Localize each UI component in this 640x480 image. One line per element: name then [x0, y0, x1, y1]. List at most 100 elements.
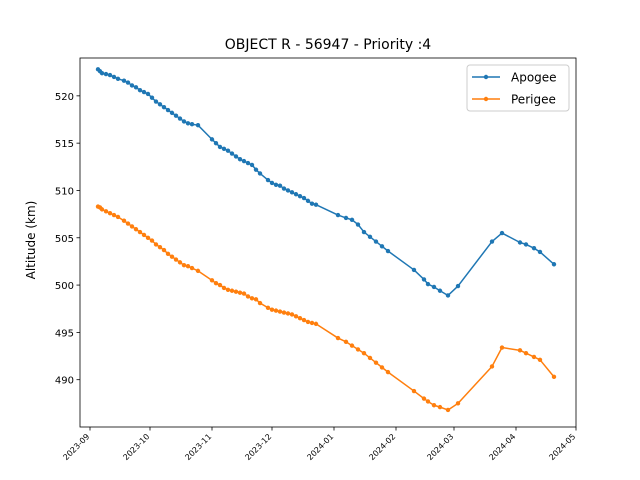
y-tick-label: 505 [55, 234, 74, 245]
apogee-data-point [233, 154, 239, 159]
apogee-data-point [379, 244, 385, 249]
apogee-data-point [421, 277, 427, 282]
chart-title: OBJECT R - 56947 - Priority :4 [225, 37, 432, 53]
apogee-data-point [265, 177, 271, 183]
perigee-data-point [301, 317, 307, 323]
apogee-data-point [489, 239, 495, 244]
y-tick-label: 495 [55, 328, 74, 339]
perigee-data-point [137, 229, 143, 235]
perigee-data-point [125, 221, 131, 226]
y-tick-label: 515 [55, 139, 74, 150]
apogee-data-point [209, 137, 215, 142]
perigee-legend-marker [483, 96, 489, 102]
apogee-data-point [257, 171, 263, 176]
apogee-data-point [281, 186, 287, 191]
apogee-data-point [129, 83, 135, 88]
perigee-data-point [355, 347, 361, 352]
apogee-data-point [169, 110, 175, 116]
perigee-data-point [245, 294, 251, 299]
perigee-data-point [551, 374, 557, 380]
perigee-data-point [103, 209, 109, 214]
apogee-data-point [313, 202, 319, 207]
perigee-data-point [133, 227, 139, 232]
apogee-data-point [297, 193, 303, 199]
apogee-data-point [237, 157, 243, 162]
apogee-data-point [115, 76, 121, 82]
perigee-data-point [437, 404, 443, 410]
perigee-data-point [285, 311, 291, 316]
apogee-data-point [217, 144, 223, 150]
apogee-data-point [517, 240, 523, 245]
perigee-data-point [309, 320, 315, 326]
perigee-data-point [373, 360, 379, 365]
y-axis-label: Altitude (km) [24, 201, 38, 280]
perigee-data-point [121, 218, 127, 223]
perigee-data-point [517, 348, 523, 353]
perigee-data-point [213, 280, 219, 286]
apogee-data-point [367, 234, 373, 240]
perigee-data-point [421, 396, 427, 401]
perigee-data-point [189, 265, 195, 271]
perigee-data-point [269, 307, 275, 312]
y-tick-label: 500 [55, 281, 74, 292]
apogee-data-point [121, 78, 127, 83]
perigee-data-point [195, 268, 201, 274]
perigee-data-point [531, 354, 537, 360]
apogee-data-point [153, 99, 159, 104]
perigee-data-point [257, 300, 263, 306]
perigee-data-point [129, 224, 135, 229]
apogee-data-point [111, 74, 117, 80]
apogee-data-point [149, 95, 155, 100]
perigee-data-point [431, 403, 437, 408]
perigee-data-point [305, 319, 311, 325]
perigee-data-point [265, 305, 271, 310]
perigee-data-point [499, 345, 505, 350]
perigee-data-point [233, 289, 239, 294]
perigee-data-point [349, 343, 355, 348]
apogee-data-point [173, 113, 179, 118]
apogee-legend-label: Apogee [511, 71, 557, 85]
perigee-data-point [253, 297, 259, 302]
apogee-data-point [523, 242, 529, 247]
apogee-data-point [103, 71, 109, 77]
perigee-data-point [169, 254, 175, 259]
perigee-data-point [425, 399, 431, 404]
apogee-data-point [277, 183, 283, 188]
apogee-data-point [361, 229, 367, 235]
apogee-data-point [335, 212, 341, 218]
apogee-data-point [355, 222, 361, 227]
y-tick-label: 490 [55, 376, 74, 387]
apogee-data-point [309, 201, 315, 206]
apogee-data-point [133, 85, 139, 90]
perigee-data-point [297, 315, 303, 321]
apogee-data-point [241, 158, 247, 164]
apogee-data-point [245, 160, 251, 166]
perigee-data-point [177, 260, 183, 265]
perigee-data-point [249, 296, 255, 301]
apogee-data-point [225, 148, 231, 153]
apogee-data-point [269, 180, 275, 186]
perigee-data-point [185, 263, 191, 269]
apogee-legend-marker [483, 74, 489, 80]
perigee-data-point [173, 257, 179, 262]
apogee-data-point [165, 107, 171, 113]
perigee-data-point [281, 310, 287, 315]
apogee-data-point [411, 267, 417, 273]
apogee-data-point [293, 192, 299, 197]
perigee-data-point [411, 388, 417, 394]
perigee-data-point [489, 364, 495, 369]
apogee-data-point [221, 146, 227, 152]
perigee-data-point [99, 207, 105, 212]
apogee-data-point [195, 122, 201, 128]
apogee-data-point [273, 182, 279, 187]
perigee-data-point [241, 291, 247, 296]
apogee-data-point [145, 91, 151, 97]
y-tick-label: 520 [55, 92, 74, 103]
apogee-data-point [349, 217, 355, 222]
apogee-data-point [301, 195, 307, 201]
apogee-data-point [385, 248, 391, 254]
perigee-data-point [221, 285, 227, 291]
apogee-data-point [181, 119, 187, 124]
perigee-data-point [161, 247, 167, 253]
perigee-data-point [149, 238, 155, 243]
